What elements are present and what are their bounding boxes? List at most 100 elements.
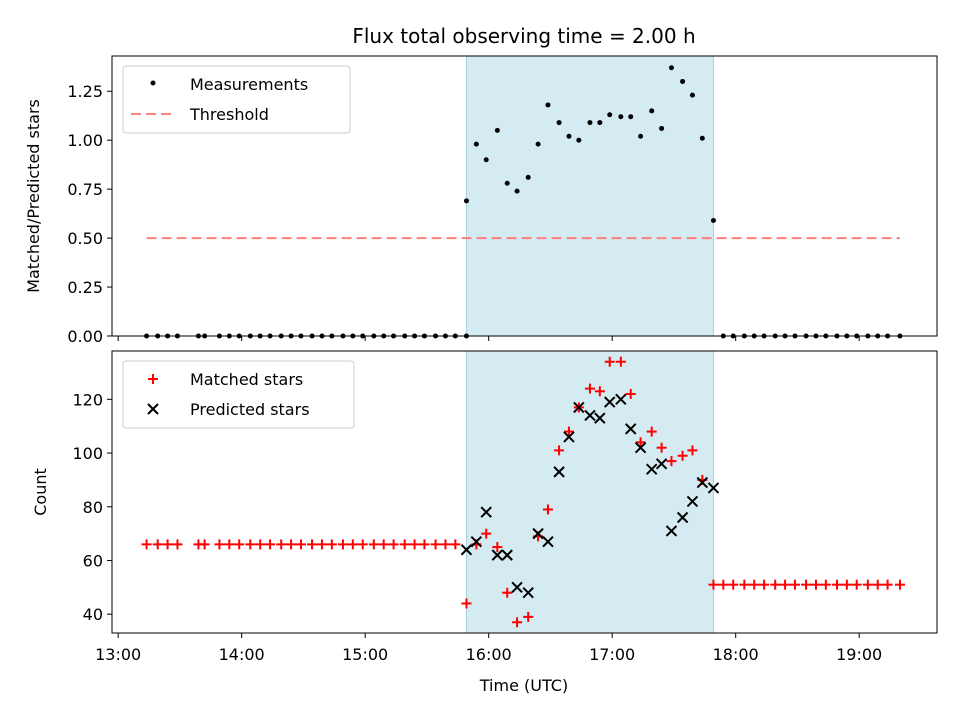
measurement-point [587,120,593,126]
top-legend: Measurements Threshold [122,65,351,134]
x-axis-label: Time (UTC) [479,676,568,695]
matched-star-point [820,579,831,590]
matched-star-point [789,579,800,590]
predicted-star-point [604,396,616,408]
predicted-star-point [522,587,534,599]
predicted-star-point [625,423,637,435]
matched-star-point [780,579,791,590]
measurement-point [689,92,695,98]
matched-star-point [255,539,266,550]
legend-measurements-marker [150,80,156,86]
matched-star-point [326,539,337,550]
matched-star-point [172,539,183,550]
legend-measurements-label: Measurements [190,75,308,94]
matched-star-point [563,426,574,437]
legend-predicted-label: Predicted stars [190,400,310,419]
matched-star-point [378,539,389,550]
x-tick-label: 17:00 [589,645,635,664]
matched-star-point [265,539,276,550]
matched-star-point [677,450,688,461]
matched-star-point [502,587,513,598]
top-observing-span [465,55,714,337]
measurement-point [494,127,500,133]
measurement-point [638,133,644,139]
matched-star-point [749,579,760,590]
chart-title: Flux total observing time = 2.00 h [352,24,695,48]
matched-star-point [584,383,595,394]
predicted-star-point [696,476,709,489]
matched-star-point [224,539,235,550]
matched-star-point [542,504,553,515]
measurement-point [680,78,686,84]
predicted-star-point [686,495,699,508]
measurement-point [545,102,551,108]
x-tick-label: 19:00 [836,645,882,664]
matched-star-point [450,539,461,550]
bottom-y-tick-label: 100 [72,444,103,463]
predicted-star-point [573,401,585,414]
predicted-star-point [665,525,678,537]
measurement-point [556,120,562,126]
measurement-point [525,174,531,180]
matched-star-point [162,539,173,550]
predicted-star-point [646,463,658,475]
matched-star-point [554,445,565,456]
top-y-ticks: 0.00 0.25 0.50 0.75 1.00 1.25 [67,82,112,346]
matched-star-point [810,579,821,590]
legend-matched-label: Matched stars [190,370,303,389]
matched-star-point [214,539,225,550]
predicted-star-point [615,393,627,406]
legend-matched-marker [148,374,158,384]
legend-predicted-marker [147,403,159,415]
top-axes-frame [111,55,938,337]
matched-star-point [199,539,210,550]
predicted-star-point [542,535,554,548]
matched-star-point [430,539,441,550]
matched-star-point [894,579,905,590]
matched-star-point [841,579,852,590]
measurement-point [514,188,520,194]
matched-star-point [862,579,873,590]
measurement-point [607,112,613,118]
measurements-series [463,65,716,223]
matched-star-point [656,442,667,453]
predicted-star-point [491,549,504,561]
top-y-tick-label: 1.00 [67,131,103,150]
matched-star-point [295,539,306,550]
matched-star-point [687,445,698,456]
matched-star-point [141,539,152,550]
predicted-star-point [553,466,565,478]
bottom-observing-span [465,350,714,634]
matched-star-point [276,539,287,550]
top-panel: 0.00 0.25 0.50 0.75 1.00 1.25 Matched/Predict… [24,55,938,346]
top-legend-frame [122,65,351,134]
measurement-point [628,114,634,120]
bottom-y-ticks: 40 60 80 100 120 [72,390,112,624]
matched-star-point [152,539,163,550]
x-tick-label: 18:00 [713,645,759,664]
matched-star-point [316,539,327,550]
measurement-point [597,120,603,126]
bottom-panel: 13:00 14:00 15:00 16:00 17:00 18:00 19:00 40 60… [31,350,938,695]
measurement-point [566,133,572,139]
predicted-star-point [532,527,544,540]
measurement-point [618,114,624,120]
x-tick-label: 14:00 [219,645,265,664]
measurement-point [535,141,541,147]
matched-star-point [234,539,245,550]
bottom-y-tick-label: 80 [83,498,103,517]
matched-star-point [851,579,862,590]
matched-star-point [594,386,605,397]
measurement-point [699,135,705,141]
predicted-star-point [470,535,483,548]
matched-star-point [718,579,729,590]
matched-star-point [739,579,750,590]
top-x-ticks [117,336,860,341]
predicted-star-point [501,549,513,561]
top-y-tick-label: 1.25 [67,82,103,101]
matched-star-point [492,542,503,553]
predicted-star-point [480,506,492,518]
matched-star-point [708,579,719,590]
measurement-point [504,180,510,186]
